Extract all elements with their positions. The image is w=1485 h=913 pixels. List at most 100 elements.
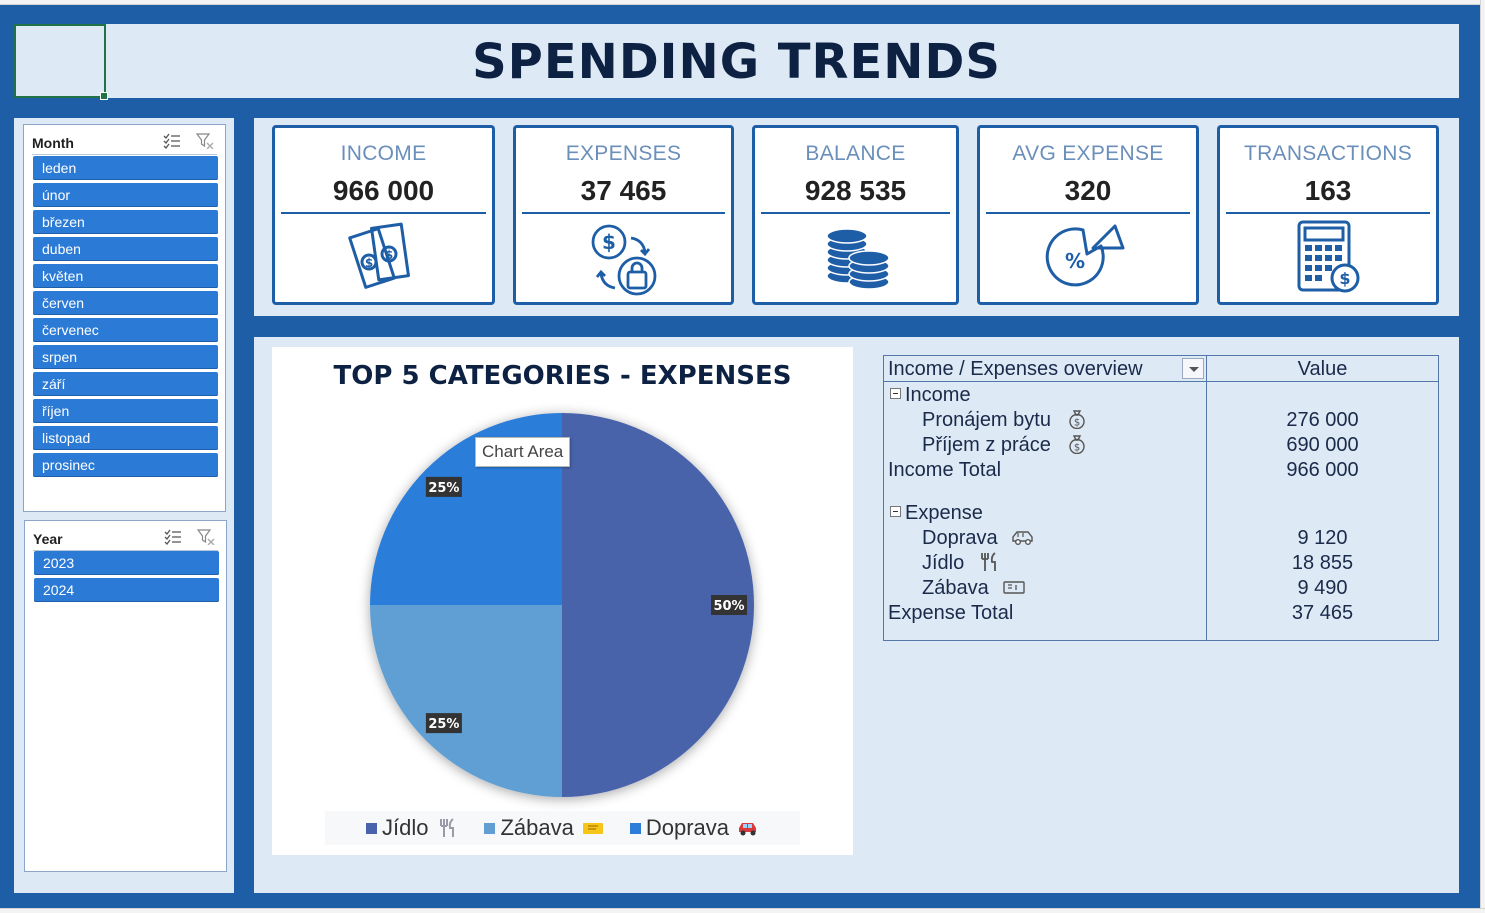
pivot-group: Income: [890, 384, 971, 407]
selected-cell[interactable]: [14, 24, 108, 100]
pivot-row-value: 9 490: [1297, 577, 1348, 599]
kpi-label: TRANSACTIONS: [1243, 142, 1413, 165]
pivot-row-label-wrap: Příjem z práce $: [922, 434, 1089, 457]
legend-label: Doprava: [645, 815, 730, 840]
year-slicer-header: Year: [33, 525, 218, 551]
pivot-table: Income / Expenses overview Value Income …: [883, 355, 1439, 641]
pivot-row-label: Doprava: [922, 527, 998, 549]
month-item[interactable]: únor: [33, 183, 218, 207]
pivot-row-value: 276 000: [1286, 409, 1359, 431]
svg-text:$: $: [1073, 443, 1079, 454]
month-item[interactable]: leden: [33, 156, 218, 180]
pivot-row[interactable]: Jídlo 18 855: [884, 552, 1439, 577]
legend-swatch: [365, 822, 377, 834]
month-item[interactable]: říjen: [33, 399, 218, 423]
money-bag-icon: $: [1068, 410, 1085, 429]
multi-select-icon[interactable]: [164, 529, 182, 545]
multi-select-icon[interactable]: [163, 133, 181, 149]
pivot-total-row-income[interactable]: Income Total 966 000: [884, 459, 1439, 484]
kpi-card-avg-expense: AVG EXPENSE 320 %: [977, 125, 1199, 305]
month-item[interactable]: srpen: [33, 345, 218, 369]
collapse-toggle-icon[interactable]: [890, 506, 901, 517]
money-exchange-icon: $: [591, 224, 656, 296]
legend-label: Jídlo: [381, 815, 429, 840]
legend-entry-zabava[interactable]: Zábava: [484, 815, 603, 841]
svg-text:$: $: [364, 256, 372, 270]
kpi-card-transactions: TRANSACTIONS 163 $: [1217, 125, 1439, 305]
month-item[interactable]: listopad: [33, 426, 218, 450]
legend-entry-jidlo[interactable]: Jídlo: [365, 815, 458, 841]
kpi-card-expenses: EXPENSES 37 465 $: [513, 125, 734, 305]
pivot-row[interactable]: Pronájem bytu $ 276 000: [884, 409, 1439, 434]
kpi-divider: [1226, 212, 1430, 214]
month-slicer-items: leden únor březen duben květen červen červenec…: [33, 156, 218, 480]
svg-text:%: %: [1065, 249, 1085, 273]
pivot-header-label: Income / Expenses overview: [888, 358, 1143, 380]
month-item[interactable]: červen: [33, 291, 218, 315]
legend-label: Zábava: [500, 815, 574, 840]
collapse-toggle-icon[interactable]: [890, 388, 901, 399]
pivot-total-label: Expense Total: [888, 602, 1014, 624]
kpi-label: EXPENSES: [565, 142, 682, 165]
clear-filter-icon[interactable]: [197, 529, 215, 545]
pivot-total-label: Income Total: [888, 459, 1002, 481]
page-title: SPENDING TRENDS: [472, 34, 1001, 90]
fork-knife-icon: [440, 818, 455, 837]
pivot-header-row: Income / Expenses overview Value: [884, 356, 1438, 382]
kpi-value: 320: [1064, 175, 1112, 206]
coins-stack-icon: [825, 228, 890, 290]
year-item[interactable]: 2023: [34, 551, 219, 575]
pivot-total-row-expense[interactable]: Expense Total 37 465: [884, 602, 1439, 627]
pivot-filter-dropdown[interactable]: [1182, 358, 1204, 379]
chart-tooltip: Chart Area: [475, 437, 571, 467]
year-item[interactable]: 2024: [34, 578, 219, 602]
pivot-row-label: Jídlo: [922, 552, 965, 574]
pivot-row-label: Příjem z práce: [922, 434, 1051, 456]
pivot-header-value: Value: [1297, 358, 1348, 380]
pivot-row-label-wrap: Pronájem bytu $: [922, 409, 1089, 432]
month-item[interactable]: červenec: [33, 318, 218, 342]
kpi-divider: [281, 212, 486, 214]
title-bar: SPENDING TRENDS: [14, 24, 1459, 98]
kpi-card-income: INCOME 966 000 $ $: [272, 125, 495, 305]
kpi-value: 37 465: [580, 175, 667, 206]
month-item[interactable]: duben: [33, 237, 218, 261]
kpi-value: 163: [1304, 175, 1352, 206]
chart-legend: Jídlo Zábava Doprava: [325, 811, 800, 845]
kpi-label: AVG EXPENSE: [1012, 142, 1164, 165]
pivot-row-label-wrap: Zábava: [922, 577, 1026, 600]
sheet-column-strip: [0, 0, 1485, 5]
pie-chart-area[interactable]: TOP 5 CATEGORIES - EXPENSES: [272, 347, 853, 855]
svg-text:$: $: [602, 230, 616, 254]
month-item[interactable]: březen: [33, 210, 218, 234]
year-slicer-title: Year: [33, 531, 63, 547]
ticket-icon: [582, 823, 603, 834]
pivot-row[interactable]: Doprava 9 120: [884, 527, 1439, 552]
pivot-group-row-income[interactable]: Income: [884, 384, 1439, 409]
clear-filter-icon[interactable]: [196, 133, 214, 149]
month-item[interactable]: květen: [33, 264, 218, 288]
pivot-row-label-wrap: Doprava: [922, 527, 1035, 550]
kpi-divider: [522, 212, 725, 214]
pivot-column-divider: [1206, 356, 1207, 640]
kpi-value: 966 000: [332, 175, 435, 206]
fork-knife-icon: [980, 552, 996, 571]
pivot-group-row-expense[interactable]: Expense: [884, 502, 1439, 527]
pivot-row[interactable]: Příjem z práce $ 690 000: [884, 434, 1439, 459]
month-item[interactable]: září: [33, 372, 218, 396]
kpi-label: BALANCE: [805, 142, 906, 165]
month-item[interactable]: prosinec: [33, 453, 218, 477]
svg-text:$: $: [384, 248, 392, 262]
pivot-row[interactable]: Zábava 9 490: [884, 577, 1439, 602]
pivot-group: Expense: [890, 502, 983, 525]
legend-entry-doprava[interactable]: Doprava: [629, 815, 759, 841]
money-bills-icon: $ $: [347, 222, 410, 289]
car-icon: [739, 823, 757, 836]
year-slicer-items: 2023 2024: [34, 551, 219, 605]
car-icon: [1012, 531, 1033, 545]
year-slicer: Year 2023 2024: [24, 520, 227, 872]
svg-text:$: $: [1073, 418, 1079, 429]
ticket-icon: [1003, 581, 1025, 594]
legend-swatch: [484, 822, 496, 834]
pivot-row-value: 9 120: [1297, 527, 1348, 549]
